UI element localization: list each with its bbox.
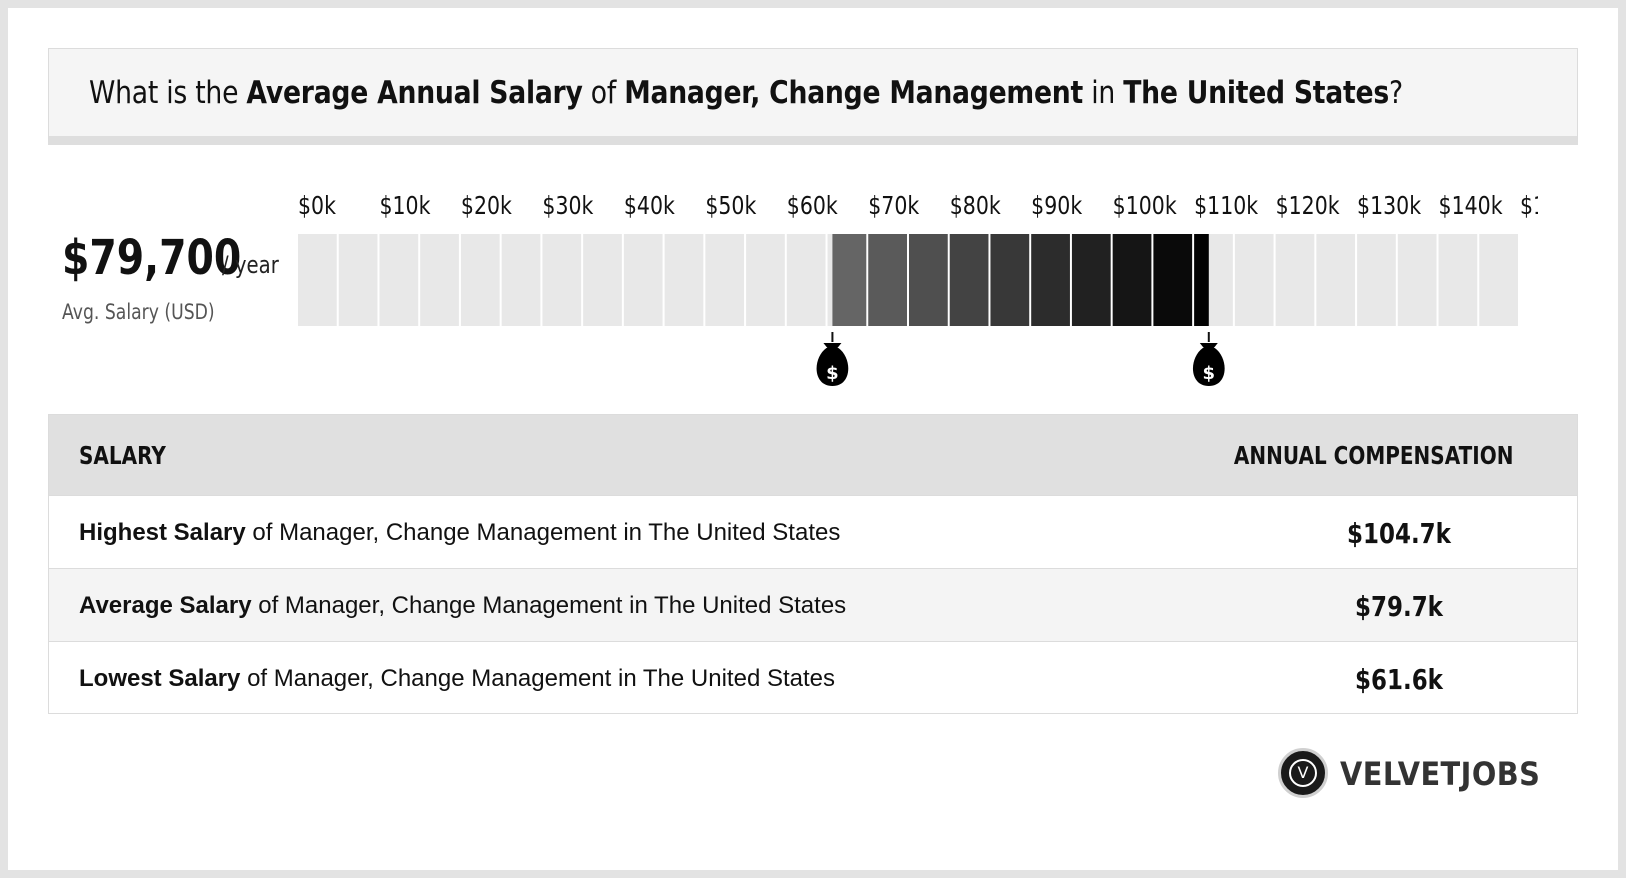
question-suffix: ? — [1388, 75, 1403, 111]
money-bag-body — [816, 348, 849, 386]
money-bag-tie — [823, 343, 842, 348]
bar-segment — [298, 234, 337, 326]
row-value: $104.7k — [1347, 517, 1451, 550]
header-annual-compensation: ANNUAL COMPENSATION — [1233, 441, 1513, 470]
range-segment — [1153, 234, 1193, 326]
salary-table: SALARY ANNUAL COMPENSATION Highest Salar… — [48, 414, 1578, 714]
x-tick-label: $0k — [298, 192, 337, 220]
row-label-rest: of Manager, Change Management in The Uni… — [245, 519, 841, 546]
x-tick-label: $30k — [542, 192, 594, 220]
bar-segment — [1438, 234, 1478, 326]
header-salary: SALARY — [79, 441, 166, 470]
velvetjobs-logo: V VELVETJOBS — [1278, 748, 1578, 804]
x-tick-label: $130k — [1357, 192, 1422, 220]
x-tick-label: $40k — [624, 192, 676, 220]
money-bag-body — [1192, 348, 1225, 386]
bar-segment — [379, 234, 419, 326]
logo-mark: V — [1289, 759, 1317, 787]
x-tick-label: $80k — [950, 192, 1002, 220]
money-bag-tie — [1199, 343, 1218, 348]
bar-segment — [460, 234, 500, 326]
x-tick-label: $120k — [1276, 192, 1341, 220]
x-tick-label: $50k — [705, 192, 757, 220]
logo-text: VELVETJOBS — [1340, 755, 1541, 793]
row-value: $79.7k — [1355, 590, 1443, 623]
row-label-bold: Highest Salary — [79, 519, 246, 546]
row-label: Lowest Salary of Manager, Change Managem… — [79, 665, 835, 693]
question-in: in — [1082, 75, 1124, 111]
x-tick-label: $20k — [461, 192, 513, 220]
row-label: Highest Salary of Manager, Change Manage… — [79, 519, 840, 547]
bar-segment — [501, 234, 541, 326]
bar-segment — [786, 234, 826, 326]
average-salary-amount: $79,700 — [62, 230, 242, 286]
question-header: What is the Average Annual Salary of Man… — [48, 48, 1578, 145]
row-label-bold: Average Salary — [79, 592, 252, 619]
range-segment — [868, 234, 907, 326]
average-salary-label: Avg. Salary (USD) — [62, 300, 215, 324]
bar-segment — [1234, 234, 1274, 326]
row-label-rest: of Manager, Change Management in The Uni… — [251, 592, 847, 619]
row-value: $61.6k — [1355, 663, 1443, 696]
bar-segment — [664, 234, 704, 326]
money-bag-symbol: $ — [1203, 363, 1216, 384]
range-segment — [909, 234, 948, 326]
money-bag-symbol: $ — [826, 363, 839, 384]
range-segment — [1112, 234, 1152, 326]
question-title: What is the Average Annual Salary of Man… — [89, 75, 1403, 111]
question-of: of — [582, 75, 625, 111]
question-metric: Average Annual Salary — [246, 75, 583, 111]
x-tick-label: $60k — [787, 192, 839, 220]
table-row-lowest: Lowest Salary of Manager, Change Managem… — [49, 641, 1577, 714]
row-label-bold: Lowest Salary — [79, 665, 241, 692]
x-tick-label: $150k+ — [1520, 192, 1538, 220]
low-marker-money-bag-icon: $ — [816, 332, 849, 386]
table-header: SALARY ANNUAL COMPENSATION — [49, 415, 1577, 495]
bar-segment — [583, 234, 622, 326]
bar-segment — [1316, 234, 1356, 326]
range-segment — [949, 234, 989, 326]
bar-segment — [623, 234, 663, 326]
bar-segment — [338, 234, 378, 326]
bar-segment — [705, 234, 745, 326]
average-salary-unit: / year — [222, 251, 279, 279]
row-label: Average Salary of Manager, Change Manage… — [79, 592, 846, 620]
x-tick-label: $70k — [868, 192, 920, 220]
x-tick-label: $100k — [1113, 192, 1178, 220]
table-row-highest: Highest Salary of Manager, Change Manage… — [49, 495, 1577, 568]
range-segment — [990, 234, 1030, 326]
range-segment — [832, 234, 867, 326]
bar-segment — [1357, 234, 1396, 326]
bar-segment — [746, 234, 785, 326]
salary-card: What is the Average Annual Salary of Man… — [8, 8, 1618, 870]
x-tick-label: $140k — [1439, 192, 1504, 220]
bar-segment — [1479, 234, 1518, 326]
bar-segment — [1397, 234, 1437, 326]
range-segment — [1194, 234, 1209, 326]
x-tick-label: $10k — [379, 192, 431, 220]
logo-circle-icon: V — [1278, 748, 1328, 798]
x-tick-label: $90k — [1031, 192, 1083, 220]
x-tick-label: $110k — [1194, 192, 1259, 220]
question-location: The United States — [1123, 75, 1389, 111]
question-job: Manager, Change Management — [624, 75, 1083, 111]
bar-segment — [1275, 234, 1315, 326]
row-label-rest: of Manager, Change Management in The Uni… — [240, 665, 836, 692]
question-prefix: What is the — [89, 75, 247, 111]
bar-segment — [420, 234, 459, 326]
range-segment — [1071, 234, 1111, 326]
high-marker-money-bag-icon: $ — [1192, 332, 1225, 386]
bar-segment — [542, 234, 582, 326]
table-row-average: Average Salary of Manager, Change Manage… — [49, 568, 1577, 641]
range-segment — [1031, 234, 1070, 326]
salary-range-chart: $0k $10k $20k $30k $40k $50k $60k $70k $80k $90k $… — [298, 192, 1538, 386]
